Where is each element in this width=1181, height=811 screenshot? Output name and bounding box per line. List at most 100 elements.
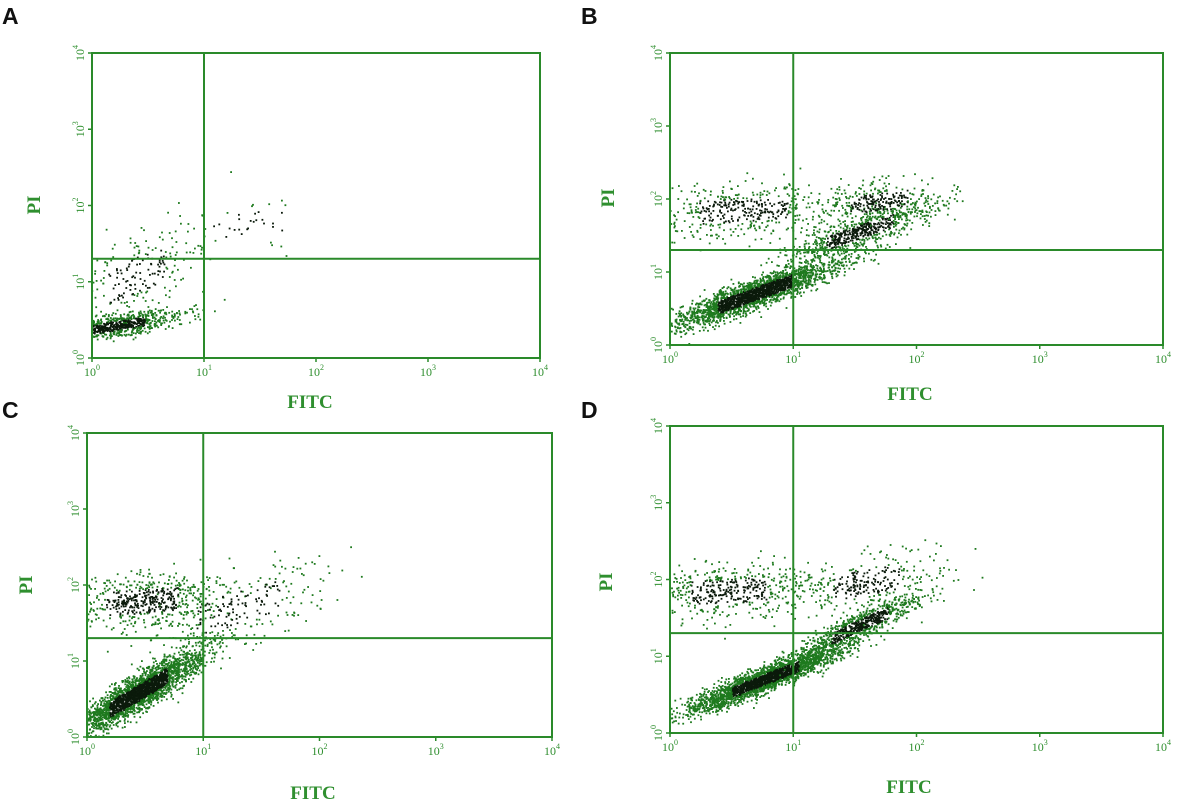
data-point <box>894 224 897 227</box>
data-point <box>820 218 823 221</box>
data-point <box>924 221 927 223</box>
data-point <box>762 298 764 301</box>
data-point <box>857 204 860 206</box>
data-point <box>805 285 807 288</box>
data-point <box>702 188 705 191</box>
data-point <box>900 194 903 197</box>
data-point <box>766 299 768 301</box>
data-point <box>832 232 834 235</box>
data-point <box>146 287 149 289</box>
data-point <box>928 211 931 214</box>
data-point <box>144 253 147 255</box>
data-point <box>147 310 150 313</box>
data-point <box>105 329 107 331</box>
data-point <box>826 212 829 215</box>
data-point <box>173 313 176 315</box>
data-point <box>193 305 196 307</box>
data-point <box>847 233 850 236</box>
data-point <box>912 193 915 196</box>
data-point <box>175 241 178 243</box>
data-point <box>692 313 694 315</box>
data-point <box>871 205 873 208</box>
data-point <box>857 254 860 256</box>
data-point <box>866 234 869 237</box>
data-point <box>112 319 115 321</box>
data-point <box>745 304 748 307</box>
data-point <box>878 191 881 194</box>
data-point <box>168 276 171 278</box>
data-point <box>182 277 184 280</box>
data-point <box>725 300 728 303</box>
data-point <box>213 652 216 655</box>
data-point <box>152 317 154 319</box>
data-point <box>140 291 143 294</box>
data-point <box>746 218 748 221</box>
data-point <box>798 292 801 295</box>
data-point <box>892 214 894 216</box>
data-point <box>719 312 722 314</box>
data-point <box>681 230 683 232</box>
data-point <box>674 326 677 329</box>
data-point <box>120 301 123 304</box>
data-point <box>890 201 893 203</box>
data-point <box>847 244 850 247</box>
data-point <box>123 324 125 327</box>
data-point <box>871 212 874 215</box>
data-point <box>136 292 139 295</box>
data-point <box>163 696 166 698</box>
data-point <box>132 326 135 329</box>
data-point <box>738 296 741 298</box>
data-point <box>703 323 706 326</box>
data-point <box>780 287 782 289</box>
data-point <box>683 220 686 222</box>
data-point <box>838 241 841 244</box>
data-point <box>702 220 704 222</box>
data-point <box>835 201 837 204</box>
data-point <box>696 182 699 185</box>
data-point <box>835 205 837 207</box>
data-point <box>127 325 129 327</box>
y-tick-label: 102 <box>649 191 665 207</box>
data-point <box>715 295 717 298</box>
data-point <box>874 209 877 212</box>
data-point <box>760 279 762 281</box>
data-point <box>827 201 829 204</box>
data-point <box>128 704 131 707</box>
data-point <box>753 297 755 299</box>
data-point <box>762 271 764 274</box>
data-point <box>707 317 709 319</box>
data-point <box>851 206 854 209</box>
data-point <box>796 192 799 195</box>
data-point <box>784 275 786 278</box>
data-point <box>857 238 860 240</box>
data-point <box>133 294 136 296</box>
data-point <box>882 187 885 190</box>
data-point <box>877 216 879 219</box>
data-point <box>731 289 734 291</box>
data-point <box>727 308 729 311</box>
data-point <box>785 264 788 266</box>
data-point <box>723 320 725 322</box>
data-point <box>865 237 868 239</box>
data-point <box>896 204 899 206</box>
data-point <box>817 254 819 257</box>
data-point <box>137 326 140 329</box>
data-point <box>135 317 138 320</box>
data-point <box>701 326 704 329</box>
data-point <box>811 250 813 253</box>
data-point <box>838 209 840 212</box>
data-point <box>133 315 135 318</box>
data-point <box>885 185 887 188</box>
data-point <box>774 217 777 219</box>
data-point <box>112 317 115 320</box>
data-point <box>738 303 740 306</box>
data-point <box>112 312 115 314</box>
data-point <box>890 198 893 200</box>
data-point <box>790 200 793 203</box>
data-point <box>902 175 905 177</box>
data-point <box>780 281 783 284</box>
data-point <box>736 197 739 200</box>
data-point <box>763 294 765 297</box>
data-point <box>815 236 818 239</box>
